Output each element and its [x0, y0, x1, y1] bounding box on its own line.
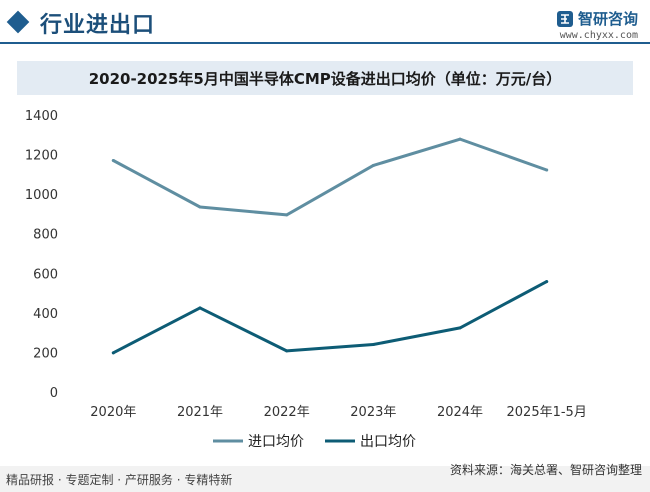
series-line-2 — [111, 280, 549, 355]
y-tick-label: 1000 — [25, 188, 58, 203]
x-tick-label: 2025年1-5月 — [507, 405, 587, 420]
y-tick-label: 1200 — [25, 149, 58, 164]
data-point — [371, 163, 375, 167]
data-point — [198, 306, 202, 310]
y-tick-label: 200 — [33, 346, 58, 361]
chart-title: 2020-2025年5月中国半导体CMP设备进出口均价（单位：万元/台） — [88, 70, 562, 88]
y-tick-label: 800 — [33, 228, 58, 243]
data-point — [458, 137, 462, 141]
line-chart: 0 200 400 600 800 1000 1200 1400 2020年 2021年 2022年… — [25, 109, 587, 450]
data-point — [545, 168, 549, 172]
y-tick-label: 600 — [33, 267, 58, 282]
data-point — [111, 351, 115, 355]
brand-name: 智研咨询 — [577, 10, 638, 28]
x-tick-label: 2022年 — [264, 405, 310, 420]
data-point — [371, 343, 375, 347]
data-point — [198, 205, 202, 209]
x-tick-label: 2024年 — [437, 405, 483, 420]
data-point — [111, 159, 115, 163]
brand-url: www.chyxx.com — [559, 30, 638, 41]
legend-label: 出口均价 — [360, 434, 416, 450]
series-line-1 — [111, 137, 549, 217]
section-header: 行业进出口 智研咨询 www.chyxx.com — [0, 0, 650, 48]
legend-label: 进口均价 — [248, 434, 304, 450]
section-title: 行业进出口 — [40, 13, 156, 38]
chart-title-bar: 2020-2025年5月中国半导体CMP设备进出口均价（单位：万元/台） — [17, 61, 633, 95]
data-point — [458, 326, 462, 330]
x-tick-label: 2023年 — [350, 405, 396, 420]
data-point — [285, 213, 289, 217]
x-tick-label: 2020年 — [90, 405, 136, 420]
footer-bar: 精品研报 · 专题定制 · 产研服务 · 专精特新 — [0, 466, 650, 492]
y-tick-label: 400 — [33, 307, 58, 322]
brand: 智研咨询 www.chyxx.com — [556, 8, 638, 41]
y-tick-label: 0 — [50, 386, 58, 401]
brand-logo-icon — [556, 10, 573, 27]
x-tick-label: 2021年 — [177, 405, 223, 420]
data-point — [545, 280, 549, 284]
data-point — [285, 349, 289, 353]
footer-tagline: 精品研报 · 专题定制 · 产研服务 · 专精特新 — [6, 473, 233, 487]
source-note: 资料来源：海关总署、智研咨询整理 — [449, 463, 642, 477]
y-tick-label: 1400 — [25, 109, 58, 124]
header-divider — [0, 42, 650, 44]
